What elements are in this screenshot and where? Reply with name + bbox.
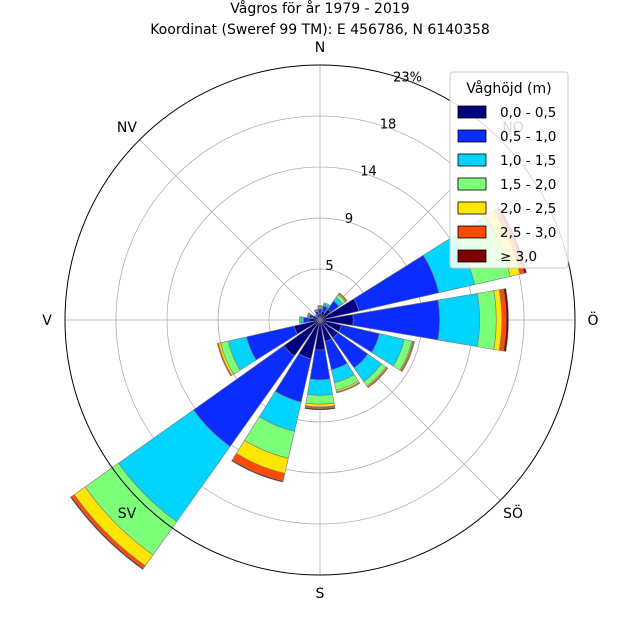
direction-label: V xyxy=(42,313,52,329)
direction-label: Ö xyxy=(587,311,598,329)
direction-label: NV xyxy=(117,120,137,136)
bar-segment xyxy=(306,312,310,318)
direction-labels: NNOÖSÖSSVVNV xyxy=(42,40,598,602)
bar-segment xyxy=(305,393,335,405)
bar-segment xyxy=(216,342,233,377)
radial-tick-labels: 5 9 14 18 23% xyxy=(325,70,422,273)
bar-segment xyxy=(299,316,301,324)
grid-spoke xyxy=(139,139,321,321)
legend-swatch xyxy=(457,153,487,167)
bar-segment xyxy=(309,349,331,381)
legend-swatch xyxy=(457,249,487,263)
polar-frame xyxy=(64,64,576,576)
bar-segment xyxy=(317,305,323,307)
legend-label: 0,0 - 0,5 xyxy=(500,105,556,121)
legend-label: ≥ 3,0 xyxy=(500,249,537,265)
legend-swatch xyxy=(457,129,487,143)
legend-swatch xyxy=(457,105,487,119)
legend-label: 1,5 - 2,0 xyxy=(500,177,556,193)
bar-segment xyxy=(401,341,415,372)
bar-segment xyxy=(338,292,348,302)
bar-segment xyxy=(367,367,389,389)
direction-label: SÖ xyxy=(503,504,523,522)
legend-label: 1,0 - 1,5 xyxy=(500,153,556,169)
bar-segment xyxy=(231,459,284,483)
bar-segment xyxy=(336,382,361,394)
legend: Våghöjd (m) 0,0 - 0,5 0,5 - 1,0 1,0 - 1,5 1,… xyxy=(449,71,569,269)
chart-subtitle: Koordinat (Sweref 99 TM): E 456786, N 61… xyxy=(150,22,490,38)
legend-label: 0,5 - 1,0 xyxy=(500,129,556,145)
bar-segment xyxy=(314,314,318,318)
legend-swatch xyxy=(457,225,487,239)
radial-tick-label: 18 xyxy=(380,118,397,133)
bar-segment xyxy=(70,496,144,570)
bar-segment xyxy=(323,302,330,307)
direction-label: N xyxy=(315,40,325,56)
legend-title: Våghöjd (m) xyxy=(466,80,551,97)
radial-tick-label: 14 xyxy=(360,165,377,180)
bar-segment xyxy=(303,316,310,324)
legend-swatch xyxy=(457,177,487,191)
bar-segment xyxy=(313,308,319,312)
legend-box xyxy=(449,71,569,269)
bar-segment xyxy=(477,290,497,350)
bar-segment xyxy=(304,407,336,411)
legend-label: 2,5 - 3,0 xyxy=(500,225,556,241)
bar-segment xyxy=(503,288,509,352)
bar-segment xyxy=(307,378,333,396)
chart-title: Vågros för år 1979 - 2019 xyxy=(230,0,409,17)
direction-label: S xyxy=(316,586,325,602)
bar-segment xyxy=(317,308,323,314)
radial-tick-label: 5 xyxy=(325,259,333,274)
direction-label: SV xyxy=(118,506,137,522)
bar-segment xyxy=(437,293,480,347)
legend-label: 2,0 - 2,5 xyxy=(500,201,556,217)
radial-tick-label: 23% xyxy=(393,70,422,85)
radial-tick-label: 9 xyxy=(345,212,353,227)
legend-swatch xyxy=(457,201,487,215)
